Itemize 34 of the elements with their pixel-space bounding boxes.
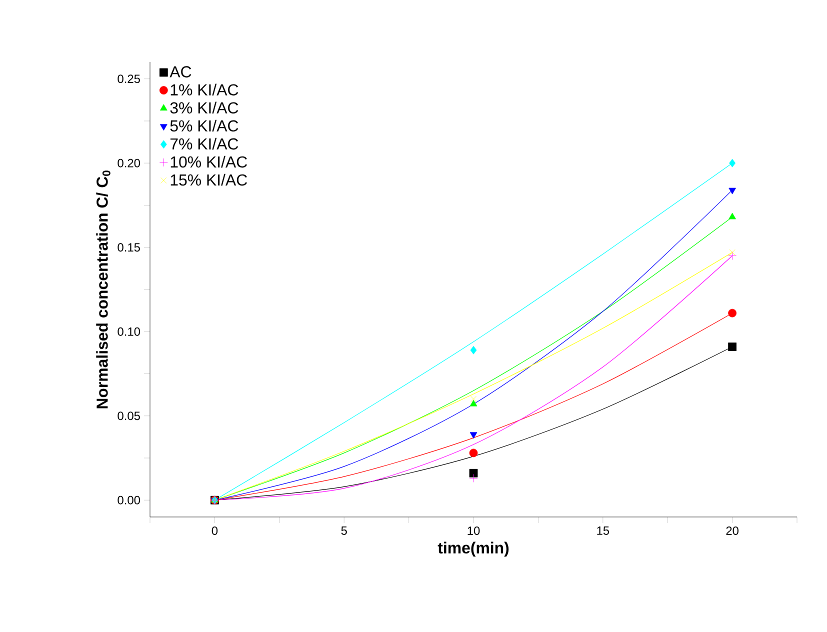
legend-label: 15% KI/AC <box>170 174 247 186</box>
legend-label: 7% KI/AC <box>170 138 238 150</box>
x-tick-label: 15 <box>597 526 610 535</box>
y-axis-title: Normalised concentration C/ C$_{0}$ <box>96 170 110 408</box>
point <box>470 400 478 406</box>
y-tick-label: 0.05 <box>118 412 140 420</box>
legend-label: 3% KI/AC <box>170 102 238 114</box>
x-tick-label: 0 <box>212 526 218 535</box>
point <box>470 346 477 354</box>
y-tick-label: 0.00 <box>118 496 140 504</box>
x-tick-label: 20 <box>726 526 738 535</box>
y-tick-label: 0.10 <box>118 327 140 336</box>
point <box>728 188 736 194</box>
point <box>470 432 478 439</box>
point <box>469 468 478 478</box>
legend-label: AC <box>170 66 192 78</box>
point <box>469 448 478 458</box>
x-axis-title: time(min) <box>438 542 509 557</box>
point <box>728 342 737 351</box>
point <box>728 252 737 260</box>
y-tick-label: 0.25 <box>118 74 140 84</box>
legend-label: 1% KI/AC <box>170 84 238 96</box>
point <box>469 474 478 482</box>
legend-label: 10% KI/AC <box>170 156 247 168</box>
point <box>470 396 477 402</box>
x-tick-label: 5 <box>341 526 347 535</box>
legend-label: 5% KI/AC <box>170 120 238 132</box>
x-tick-label: 10 <box>468 526 480 535</box>
point <box>728 212 736 220</box>
point <box>729 249 736 256</box>
y-tick-label: 0.20 <box>118 158 140 168</box>
y-tick-label: 0.15 <box>118 243 140 252</box>
point <box>728 308 737 318</box>
point <box>729 158 736 168</box>
